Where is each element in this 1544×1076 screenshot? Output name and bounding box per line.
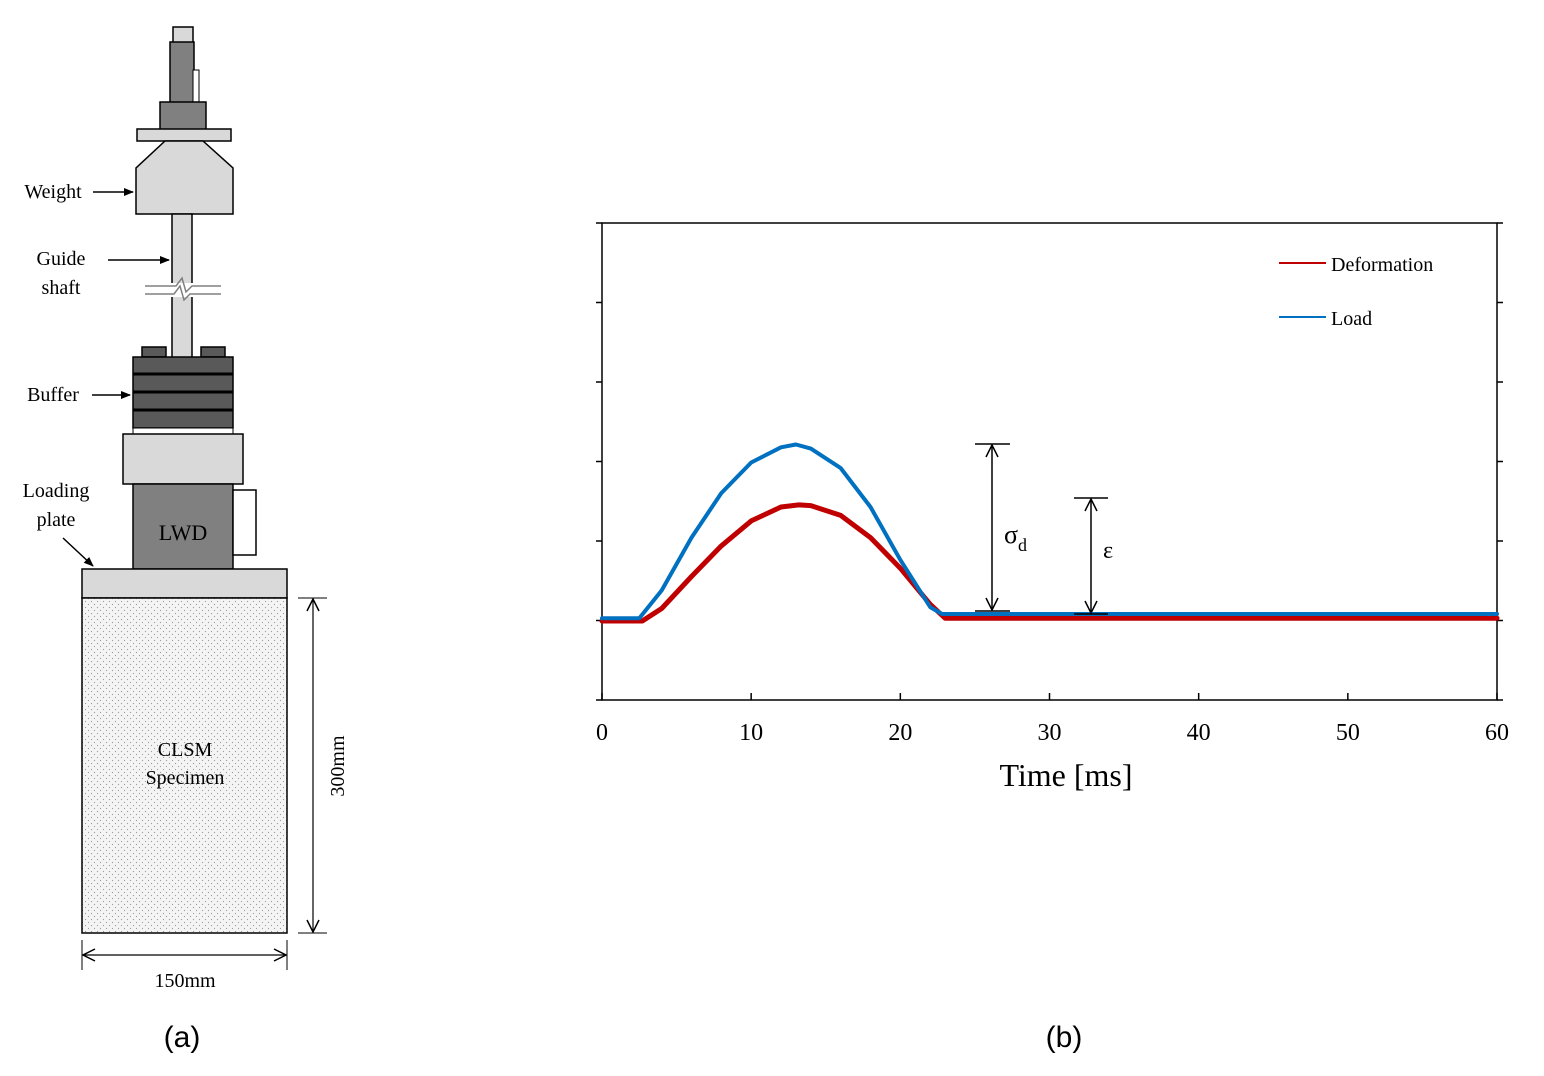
sigma-d-annotation: σd <box>1004 520 1027 555</box>
buffer-label: Buffer <box>27 384 79 406</box>
height-dimension-label: 300mm <box>327 735 349 797</box>
epsilon-annotation: ε <box>1103 538 1113 564</box>
specimen-label-line1: CLSM <box>158 739 213 761</box>
x-axis-ticks: 0 10 20 30 40 50 60 <box>596 693 1509 746</box>
loading-plate-label-line2: plate <box>37 509 76 531</box>
top-plate <box>136 128 232 142</box>
series-line-deformation <box>599 502 1500 624</box>
buffer-base <box>132 427 234 435</box>
shaft-break-upper <box>145 276 221 294</box>
x-tick-label: 50 <box>1336 720 1360 746</box>
handle-rod <box>169 41 195 105</box>
x-tick-label: 30 <box>1038 720 1062 746</box>
weight-block <box>135 140 234 215</box>
lwd-housing-top <box>122 433 244 485</box>
guide-shaft-label-line1: Guide <box>37 248 86 270</box>
plot-frame <box>601 222 1498 701</box>
buffer-knob-left <box>141 346 167 358</box>
panel-a-caption: (a) <box>164 1021 201 1054</box>
specimen-label-line2: Specimen <box>146 767 225 789</box>
x-tick-label: 10 <box>739 720 763 746</box>
handle-side <box>192 69 200 105</box>
y-axis-ticks <box>596 222 1503 701</box>
legend: Deformation Load <box>1279 254 1433 330</box>
loading-plate <box>81 568 288 599</box>
clsm-specimen <box>81 597 288 934</box>
chart: 0 10 20 30 40 50 60 σd ε Deformation Load Time… <box>596 222 1509 793</box>
handle-cap <box>172 26 194 44</box>
buffer-knob-right <box>200 346 226 358</box>
shaft-break-lower <box>145 284 221 302</box>
width-dimension-label: 150mm <box>154 970 216 992</box>
handle-collar <box>159 101 207 131</box>
guide-shaft-label-line2: shaft <box>42 277 81 299</box>
legend-label-load: Load <box>1331 308 1372 330</box>
x-tick-label: 0 <box>596 720 608 746</box>
sigma-subscript: d <box>1018 535 1027 555</box>
sigma-symbol: σ <box>1004 520 1018 549</box>
x-axis-title: Time [ms] <box>999 757 1132 793</box>
lwd-sensor-box <box>232 489 257 556</box>
lwd-label: LWD <box>159 520 207 545</box>
x-tick-label: 40 <box>1187 720 1211 746</box>
weight-label: Weight <box>24 181 82 203</box>
panel-b-caption: (b) <box>1046 1021 1083 1054</box>
legend-label-deformation: Deformation <box>1331 254 1433 276</box>
x-tick-label: 60 <box>1485 720 1509 746</box>
loading-plate-label-line1: Loading <box>23 480 90 502</box>
lwd-schematic: LWD CLSM Specimen Weight Guide shaft Buf… <box>23 26 349 992</box>
loading-plate-arrow <box>62 537 94 567</box>
x-tick-label: 20 <box>888 720 912 746</box>
